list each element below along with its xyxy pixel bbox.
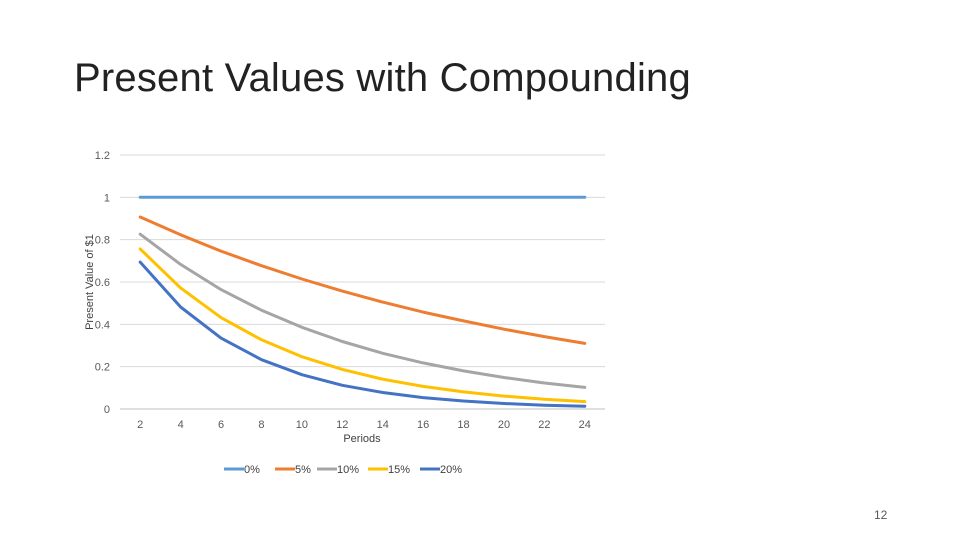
y-tick-label: 0 xyxy=(104,404,110,416)
x-axis-ticks: 2 4 6 8 10 12 14 16 18 20 22 24 xyxy=(137,419,591,431)
slide-number: 12 xyxy=(874,508,888,522)
legend-label: 15% xyxy=(388,464,410,476)
x-tick-label: 20 xyxy=(498,419,510,431)
y-tick-label: 1.2 xyxy=(95,150,110,162)
series-line-10pct xyxy=(138,232,587,389)
series-line-15pct xyxy=(138,247,587,404)
x-tick-label: 6 xyxy=(218,419,224,431)
y-tick-label: 1 xyxy=(104,192,110,204)
legend-item: 10% xyxy=(317,464,359,476)
legend-label: 20% xyxy=(440,464,462,476)
x-tick-label: 8 xyxy=(258,419,264,431)
x-tick-label: 10 xyxy=(296,419,308,431)
series-line-5pct xyxy=(138,215,587,345)
y-tick-label: 0.6 xyxy=(95,277,110,289)
legend-item: 20% xyxy=(420,464,462,476)
legend-label: 10% xyxy=(337,464,359,476)
legend-item: 0% xyxy=(224,464,260,476)
legend-label: 0% xyxy=(244,464,260,476)
slide-title: Present Values with Compounding xyxy=(74,56,691,100)
x-tick-label: 14 xyxy=(377,419,389,431)
x-tick-label: 22 xyxy=(538,419,550,431)
x-axis-title: Periods xyxy=(343,433,381,445)
x-tick-label: 24 xyxy=(579,419,591,431)
y-axis-ticks: 0 0.2 0.4 0.6 0.8 1 1.2 xyxy=(95,150,110,416)
legend-item: 5% xyxy=(275,464,311,476)
series-line-20pct xyxy=(138,260,587,408)
legend-label: 5% xyxy=(295,464,311,476)
y-axis-title: Present Value of $1 xyxy=(84,234,96,330)
series-lines xyxy=(138,195,587,408)
y-tick-label: 0.8 xyxy=(95,235,110,247)
gridlines xyxy=(120,154,605,410)
legend-item: 15% xyxy=(368,464,410,476)
x-tick-label: 18 xyxy=(457,419,469,431)
y-tick-label: 0.2 xyxy=(95,362,110,374)
legend: 0% 5% 10% 15% 20% xyxy=(224,464,462,476)
x-tick-label: 2 xyxy=(137,419,143,431)
y-tick-label: 0.4 xyxy=(95,319,110,331)
x-tick-label: 16 xyxy=(417,419,429,431)
x-tick-label: 12 xyxy=(336,419,348,431)
x-tick-label: 4 xyxy=(178,419,184,431)
